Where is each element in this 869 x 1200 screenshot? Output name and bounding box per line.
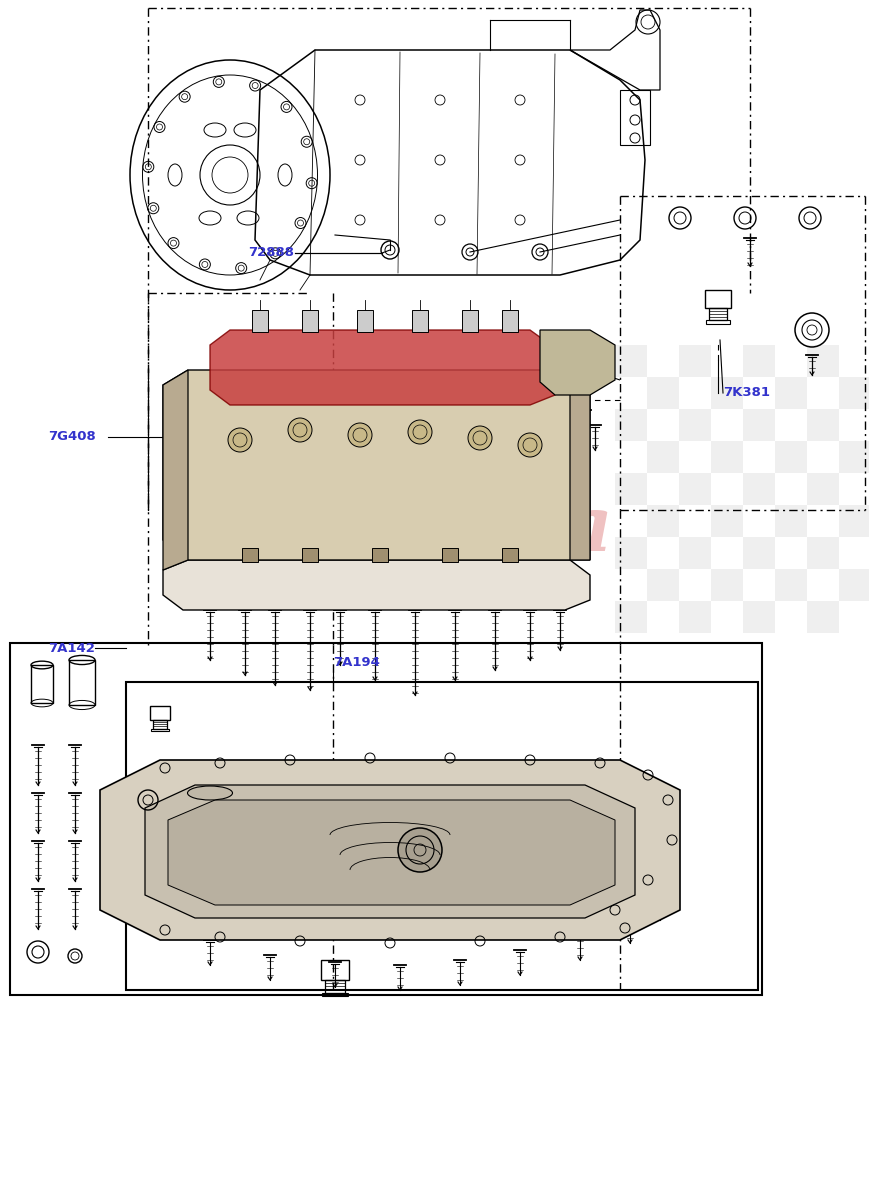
Text: 72888: 72888	[248, 246, 294, 259]
Bar	[153, 720, 167, 728]
Bar	[678, 473, 710, 505]
Polygon shape	[163, 560, 589, 610]
Polygon shape	[100, 760, 680, 940]
Bar	[774, 505, 806, 538]
Bar	[10, 643, 761, 995]
Bar	[412, 310, 428, 332]
Circle shape	[468, 426, 492, 450]
Polygon shape	[163, 370, 589, 560]
Circle shape	[228, 428, 252, 452]
Ellipse shape	[188, 786, 232, 800]
Circle shape	[408, 420, 432, 444]
Bar	[710, 377, 742, 409]
Bar	[706, 320, 729, 324]
Text: c a r   p a r t s: c a r p a r t s	[340, 574, 519, 596]
Bar	[710, 569, 742, 601]
Bar	[325, 980, 345, 992]
Bar	[742, 601, 774, 634]
Bar	[838, 440, 869, 473]
Bar	[614, 538, 647, 569]
Polygon shape	[168, 800, 614, 905]
Bar	[321, 960, 348, 980]
Text: 7A142: 7A142	[48, 642, 95, 654]
Text: 7K381: 7K381	[722, 386, 769, 400]
Bar	[806, 601, 838, 634]
Circle shape	[348, 422, 372, 446]
Bar	[614, 473, 647, 505]
Bar	[710, 440, 742, 473]
Circle shape	[397, 828, 441, 872]
Polygon shape	[163, 370, 188, 570]
Bar	[774, 569, 806, 601]
Bar	[742, 409, 774, 440]
Circle shape	[517, 433, 541, 457]
Bar	[774, 377, 806, 409]
Bar	[302, 548, 318, 562]
Bar	[678, 409, 710, 440]
Bar	[461, 310, 477, 332]
Bar	[31, 665, 53, 703]
Bar	[372, 548, 388, 562]
Text: 7G408: 7G408	[48, 431, 96, 444]
Bar	[704, 290, 730, 308]
Bar	[774, 440, 806, 473]
Bar	[441, 548, 457, 562]
Bar	[678, 601, 710, 634]
Circle shape	[288, 418, 312, 442]
Bar	[252, 310, 268, 332]
Bar	[678, 538, 710, 569]
Bar	[647, 505, 678, 538]
Bar	[614, 346, 647, 377]
Bar	[501, 548, 517, 562]
Bar	[806, 346, 838, 377]
Bar	[614, 409, 647, 440]
Polygon shape	[569, 370, 589, 560]
Bar	[742, 346, 774, 377]
Bar	[708, 308, 726, 320]
Bar	[501, 310, 517, 332]
Bar	[806, 409, 838, 440]
Bar	[647, 377, 678, 409]
Bar	[742, 473, 774, 505]
Polygon shape	[145, 785, 634, 918]
Bar	[150, 706, 169, 720]
Bar	[838, 505, 869, 538]
Bar	[302, 310, 318, 332]
Text: scuderia: scuderia	[247, 493, 612, 566]
Bar	[806, 538, 838, 569]
Bar	[742, 538, 774, 569]
Bar	[806, 473, 838, 505]
Bar	[838, 377, 869, 409]
Bar	[620, 90, 649, 145]
Bar	[614, 601, 647, 634]
Bar	[678, 346, 710, 377]
Bar	[151, 728, 169, 731]
Bar	[838, 569, 869, 601]
Bar	[647, 569, 678, 601]
Bar	[322, 992, 348, 996]
Polygon shape	[540, 330, 614, 395]
Bar	[242, 548, 258, 562]
Bar	[126, 682, 757, 990]
Bar	[356, 310, 373, 332]
Polygon shape	[209, 330, 554, 404]
Bar	[647, 440, 678, 473]
Bar	[69, 660, 95, 704]
Bar	[710, 505, 742, 538]
Text: 7A194: 7A194	[333, 655, 380, 668]
